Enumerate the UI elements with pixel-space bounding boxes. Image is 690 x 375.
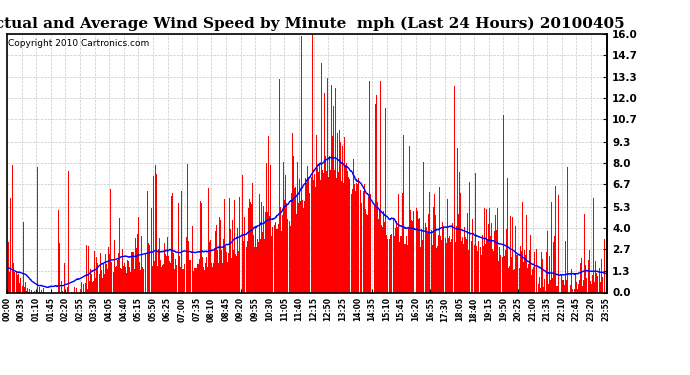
Text: Actual and Average Wind Speed by Minute  mph (Last 24 Hours) 20100405: Actual and Average Wind Speed by Minute … [0,17,624,31]
Text: Copyright 2010 Cartronics.com: Copyright 2010 Cartronics.com [8,39,149,48]
